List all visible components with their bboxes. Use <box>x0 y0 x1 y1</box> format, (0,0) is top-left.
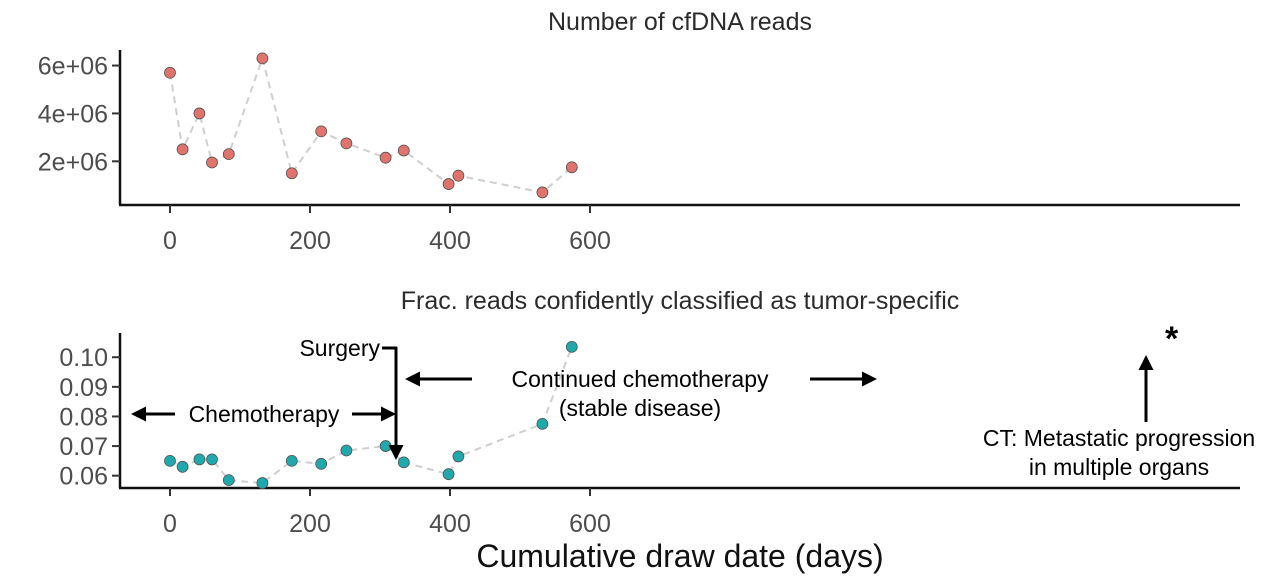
bottom-y-ticks: 0.060.070.080.090.10 <box>59 344 120 491</box>
bottom-data-point <box>452 450 465 463</box>
top-data-point <box>379 151 392 164</box>
top-data-point <box>285 167 298 180</box>
top-x-tick-label: 200 <box>289 227 331 255</box>
bottom-y-tick-label: 0.08 <box>59 403 108 431</box>
top-chart-title: Number of cfDNA reads <box>548 8 812 36</box>
bottom-x-tick-label: 400 <box>429 510 471 538</box>
bottom-data-point <box>256 477 269 489</box>
cfdna-reads-panel: Number of cfDNA reads 2e+06 4e+06 6e+06 0 2… <box>38 8 1240 255</box>
bottom-data-point <box>397 456 410 469</box>
bottom-y-tick-label: 0.06 <box>59 463 108 491</box>
top-y-tick-label: 2e+06 <box>38 148 108 176</box>
chemotherapy-label: Chemotherapy <box>189 401 340 427</box>
bottom-x-tick-label: 600 <box>569 510 611 538</box>
treatment-annotations: Chemotherapy Surgery Continued chemother… <box>131 320 1255 480</box>
top-data-point <box>164 66 176 79</box>
bottom-data-point <box>285 454 298 467</box>
bottom-data-point <box>379 440 392 452</box>
top-data-point <box>206 156 218 169</box>
top-x-tick-label: 0 <box>163 227 177 255</box>
bottom-data-point <box>206 453 218 466</box>
bottom-data-point <box>193 453 206 466</box>
top-y-ticks: 2e+06 4e+06 6e+06 <box>38 53 120 176</box>
top-data-point <box>442 178 455 190</box>
bottom-y-tick-label: 0.07 <box>59 433 108 461</box>
bottom-data-point <box>340 444 353 457</box>
surgery-label: Surgery <box>299 335 380 361</box>
significance-star: * <box>1165 320 1179 358</box>
stable-disease-label: (stable disease) <box>559 395 721 421</box>
top-data-point <box>340 137 353 150</box>
bottom-data-point <box>442 468 455 481</box>
tumor-fraction-panel: Frac. reads confidently classified as tu… <box>59 287 1255 574</box>
top-data-point <box>256 52 269 65</box>
bottom-data-point <box>536 417 549 430</box>
bottom-data-point <box>164 454 176 467</box>
bottom-x-ticks: 0 200 400 600 <box>163 488 611 538</box>
top-y-tick-label: 4e+06 <box>38 100 108 128</box>
top-data-point <box>315 125 328 138</box>
ct-label-line1: CT: Metastatic progression <box>983 425 1255 451</box>
top-series-points <box>164 52 578 199</box>
top-series-connector <box>169 54 573 194</box>
bottom-chart-title: Frac. reads confidently classified as tu… <box>401 287 960 315</box>
bottom-series-points <box>164 340 578 489</box>
top-data-point <box>193 107 206 120</box>
bottom-x-tick-label: 200 <box>289 510 331 538</box>
top-x-tick-label: 600 <box>569 227 611 255</box>
top-data-point <box>452 169 465 182</box>
bottom-data-point <box>176 460 189 473</box>
bottom-y-tick-label: 0.10 <box>59 344 108 372</box>
top-x-tick-label: 400 <box>429 227 471 255</box>
top-x-ticks: 0 200 400 600 <box>163 205 611 255</box>
top-data-point <box>176 143 189 156</box>
x-axis-title: Cumulative draw date (days) <box>476 538 883 574</box>
bottom-data-point <box>315 457 328 470</box>
bottom-y-tick-label: 0.09 <box>59 374 108 402</box>
bottom-data-point <box>222 474 235 487</box>
top-data-point <box>397 144 410 157</box>
top-data-point <box>565 161 578 174</box>
ct-label-line2: in multiple organs <box>1029 454 1209 480</box>
top-data-point <box>222 148 235 161</box>
bottom-data-point <box>565 340 578 353</box>
top-data-point <box>536 186 549 199</box>
top-y-tick-label: 6e+06 <box>38 53 108 81</box>
continued-chemo-label: Continued chemotherapy <box>512 366 769 392</box>
bottom-x-tick-label: 0 <box>163 510 177 538</box>
